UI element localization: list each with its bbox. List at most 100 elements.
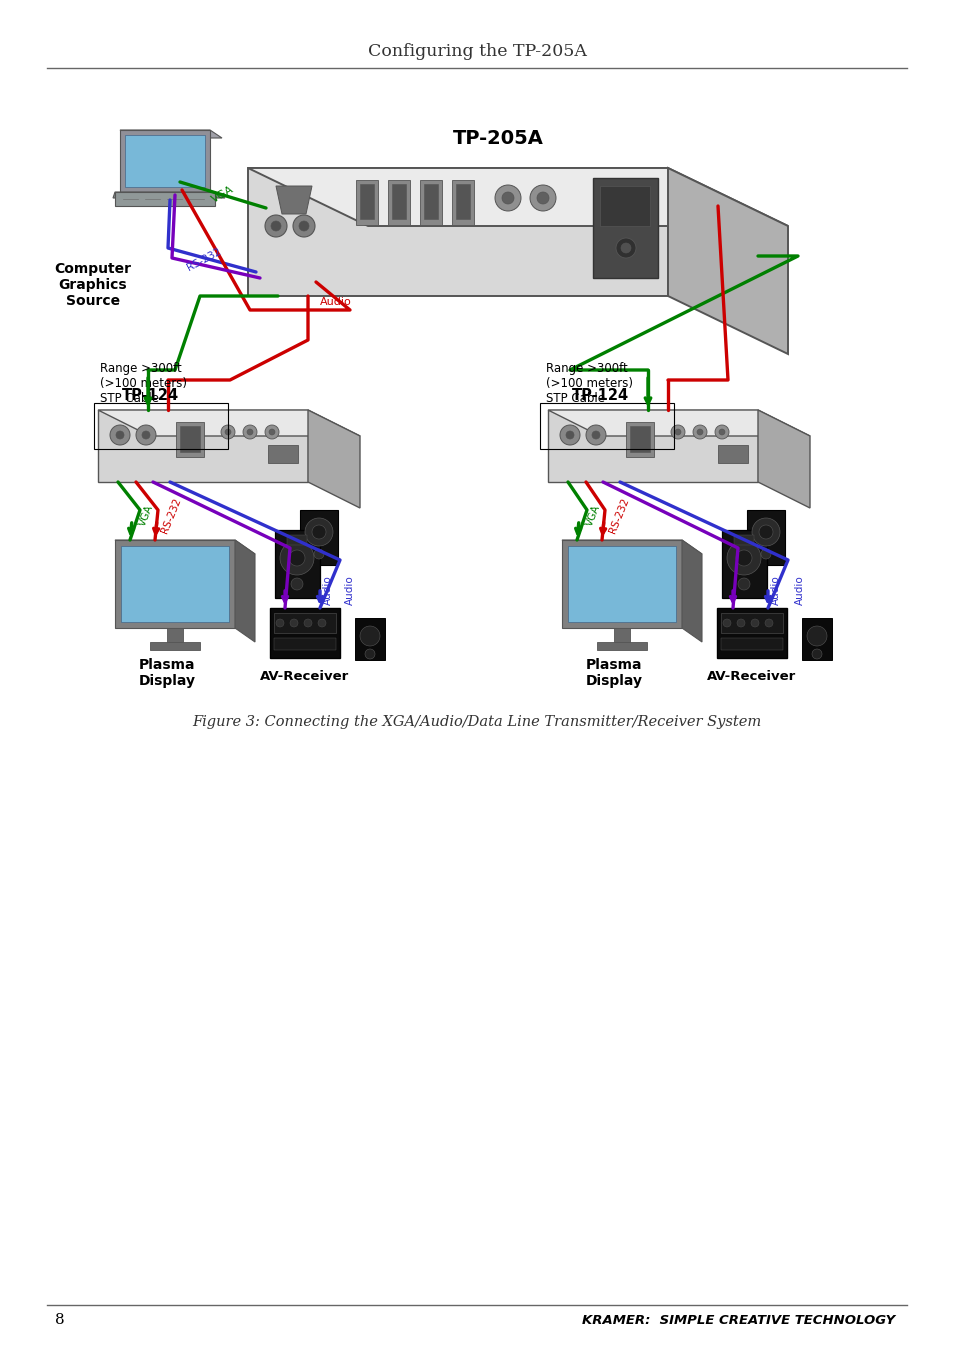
Polygon shape (275, 185, 312, 214)
Text: Plasma
Display: Plasma Display (138, 658, 195, 688)
Circle shape (142, 431, 150, 439)
FancyBboxPatch shape (625, 422, 654, 458)
Circle shape (290, 619, 297, 627)
FancyBboxPatch shape (593, 177, 658, 278)
Polygon shape (98, 410, 359, 436)
FancyBboxPatch shape (125, 135, 205, 187)
Circle shape (675, 429, 680, 435)
Circle shape (726, 542, 760, 575)
Text: AV-Receiver: AV-Receiver (706, 670, 796, 682)
Circle shape (692, 425, 706, 439)
FancyBboxPatch shape (567, 546, 676, 621)
FancyBboxPatch shape (98, 410, 308, 482)
Circle shape (559, 425, 579, 445)
FancyBboxPatch shape (717, 608, 786, 658)
Polygon shape (120, 130, 222, 138)
FancyBboxPatch shape (355, 617, 385, 659)
Text: 8: 8 (55, 1313, 65, 1327)
Circle shape (289, 550, 305, 566)
FancyBboxPatch shape (268, 445, 297, 463)
FancyBboxPatch shape (746, 510, 784, 565)
FancyBboxPatch shape (801, 617, 831, 659)
Circle shape (719, 429, 724, 435)
Circle shape (530, 185, 556, 211)
Text: Configuring the TP-205A: Configuring the TP-205A (367, 43, 586, 61)
FancyBboxPatch shape (115, 192, 214, 206)
Circle shape (269, 429, 274, 435)
Circle shape (280, 542, 314, 575)
Circle shape (714, 425, 728, 439)
Circle shape (592, 431, 599, 439)
FancyBboxPatch shape (599, 185, 649, 226)
Circle shape (565, 431, 574, 439)
Text: RS-232: RS-232 (185, 246, 222, 274)
Polygon shape (681, 540, 701, 642)
Text: VGA: VGA (584, 504, 602, 528)
Text: AV-Receiver: AV-Receiver (260, 670, 349, 682)
FancyBboxPatch shape (175, 422, 204, 458)
FancyBboxPatch shape (274, 613, 335, 634)
Circle shape (275, 619, 284, 627)
Circle shape (136, 425, 156, 445)
Circle shape (722, 619, 730, 627)
FancyBboxPatch shape (180, 427, 200, 452)
FancyBboxPatch shape (355, 180, 377, 225)
FancyBboxPatch shape (547, 410, 758, 482)
Circle shape (305, 519, 333, 546)
Polygon shape (248, 168, 787, 226)
FancyBboxPatch shape (718, 445, 747, 463)
FancyBboxPatch shape (721, 529, 766, 598)
Text: Computer
Graphics
Source: Computer Graphics Source (54, 263, 132, 309)
Circle shape (620, 242, 630, 253)
Circle shape (247, 429, 253, 435)
Circle shape (365, 649, 375, 659)
FancyBboxPatch shape (299, 510, 337, 565)
Circle shape (616, 238, 636, 259)
Circle shape (110, 425, 130, 445)
FancyBboxPatch shape (121, 546, 229, 621)
Text: Audio: Audio (323, 575, 333, 605)
Circle shape (737, 619, 744, 627)
Circle shape (738, 578, 749, 590)
FancyBboxPatch shape (419, 180, 441, 225)
Polygon shape (561, 540, 701, 554)
FancyBboxPatch shape (274, 638, 335, 650)
FancyBboxPatch shape (248, 168, 667, 297)
Polygon shape (112, 192, 225, 198)
FancyBboxPatch shape (720, 613, 782, 634)
Circle shape (271, 221, 281, 232)
FancyBboxPatch shape (720, 638, 782, 650)
Text: RS-232: RS-232 (607, 497, 631, 535)
FancyBboxPatch shape (359, 184, 374, 219)
Circle shape (291, 578, 303, 590)
Circle shape (750, 619, 759, 627)
Circle shape (811, 649, 821, 659)
Circle shape (116, 431, 124, 439)
Text: RS-232: RS-232 (160, 497, 183, 535)
Text: VGA: VGA (138, 504, 155, 528)
Circle shape (501, 192, 514, 204)
FancyBboxPatch shape (423, 184, 437, 219)
Circle shape (225, 429, 231, 435)
FancyBboxPatch shape (733, 535, 753, 546)
Circle shape (537, 192, 548, 204)
Circle shape (293, 215, 314, 237)
Text: TP-205A: TP-205A (452, 129, 543, 148)
FancyBboxPatch shape (167, 628, 183, 642)
Text: TP-124: TP-124 (121, 389, 178, 403)
Text: Audio: Audio (794, 575, 804, 605)
Circle shape (585, 425, 605, 445)
Polygon shape (667, 168, 787, 353)
FancyBboxPatch shape (392, 184, 406, 219)
FancyBboxPatch shape (274, 529, 319, 598)
Circle shape (298, 221, 309, 232)
FancyBboxPatch shape (614, 628, 629, 642)
Circle shape (314, 548, 324, 559)
Text: VGA: VGA (210, 184, 235, 204)
Text: Range >300ft
(>100 meters)
STP Cable: Range >300ft (>100 meters) STP Cable (100, 362, 187, 405)
Circle shape (670, 425, 684, 439)
FancyBboxPatch shape (597, 642, 646, 650)
Circle shape (265, 425, 278, 439)
FancyBboxPatch shape (115, 540, 234, 628)
FancyBboxPatch shape (388, 180, 410, 225)
